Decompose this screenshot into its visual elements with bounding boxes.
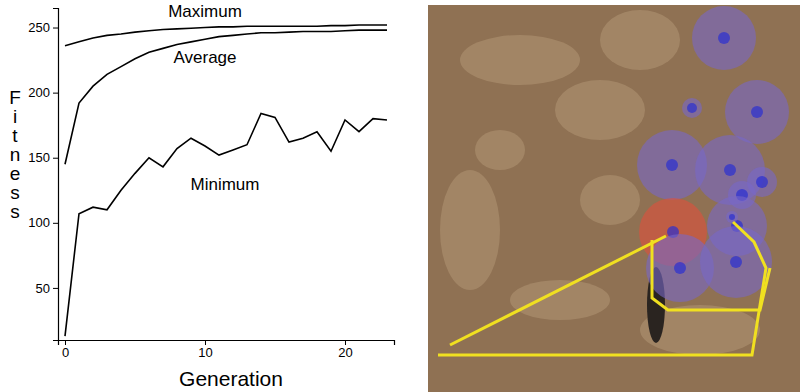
- coverage-circle: [682, 98, 702, 118]
- y-tick: 200: [28, 85, 58, 100]
- plot-lines: [65, 25, 387, 336]
- y-tick-mark: [53, 158, 58, 159]
- y-tick: 150: [28, 150, 58, 165]
- x-tick-label: 20: [338, 345, 352, 360]
- figure: 0 10 20 50 100 150 200 250 Generation Fitness Maxi…: [0, 0, 800, 392]
- terrain-patch: [440, 170, 500, 290]
- x-tick: 10: [198, 340, 212, 360]
- coverage-center: [724, 164, 736, 176]
- series-line: [65, 30, 387, 164]
- route-line: [438, 222, 766, 355]
- image-background: [428, 5, 800, 392]
- series-label: Average: [173, 48, 236, 67]
- coverage-center: [751, 106, 763, 118]
- coverage-center: [687, 103, 697, 113]
- coverage-circle: [692, 6, 756, 70]
- y-axis: 50 100 150 200 250: [28, 9, 58, 341]
- y-tick-label: 100: [28, 215, 50, 230]
- terrain-patch: [475, 130, 525, 170]
- terrain-patch: [460, 35, 580, 85]
- y-tick-mark: [53, 93, 58, 94]
- series-label: Minimum: [191, 175, 260, 194]
- coverage-center: [730, 256, 742, 268]
- y-tick: 250: [28, 20, 58, 35]
- coverage-center: [674, 262, 686, 274]
- y-tick-label: 50: [36, 281, 50, 296]
- route-line: [450, 236, 666, 345]
- terrain-patch: [580, 175, 640, 225]
- y-tick-label: 250: [28, 20, 50, 35]
- terrain-patch: [600, 10, 680, 70]
- coverage-center: [718, 32, 730, 44]
- coverage-circle: [700, 226, 772, 298]
- y-axis-title: Fitness: [9, 87, 21, 222]
- terrain-patch: [555, 80, 645, 140]
- coverage-center: [756, 176, 768, 188]
- series-label: Maximum: [168, 2, 242, 21]
- x-tick: 0: [62, 340, 69, 360]
- series-line: [65, 113, 387, 336]
- satellite-image: [428, 5, 800, 392]
- coverage-circle: [726, 211, 738, 223]
- coverage-circle: [725, 80, 789, 144]
- x-tick: 20: [338, 340, 352, 360]
- route-line: [652, 240, 770, 310]
- y-axis-line: [53, 9, 59, 341]
- x-tick-label: 10: [198, 345, 212, 360]
- x-tick-label: 0: [62, 345, 69, 360]
- y-tick-label: 200: [28, 85, 50, 100]
- coverage-center: [729, 214, 735, 220]
- x-axis-title: Generation: [179, 367, 283, 390]
- y-tick-mark: [53, 28, 58, 29]
- y-tick: 100: [28, 215, 58, 230]
- x-axis: 0 10 20: [59, 340, 395, 360]
- y-tick-label: 150: [28, 150, 50, 165]
- y-tick: 50: [36, 281, 58, 296]
- y-tick-mark: [53, 223, 58, 224]
- coverage-center: [666, 159, 678, 171]
- y-tick-mark: [53, 288, 58, 289]
- terrain-patch: [510, 280, 610, 320]
